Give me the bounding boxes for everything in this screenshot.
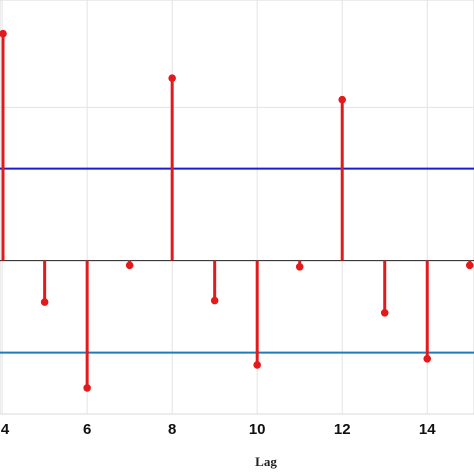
- stem-marker: [125, 261, 134, 270]
- x-tick-label: 8: [168, 421, 176, 438]
- stem-marker: [168, 74, 176, 82]
- stem-marker: [338, 95, 347, 104]
- reference-lines: [0, 167, 474, 354]
- x-tick-label: 10: [249, 421, 266, 438]
- stem-marker: [380, 309, 389, 317]
- x-tick-labels: 4 6 8 10 12 14: [1, 421, 436, 438]
- stem-marker: [83, 384, 91, 392]
- plot-area: [0, 0, 474, 415]
- stem-marker: [40, 298, 49, 306]
- x-tick-label: 6: [83, 421, 91, 438]
- stem-marker: [423, 355, 432, 363]
- stem-marker: [253, 361, 261, 369]
- x-tick-label: 12: [334, 421, 351, 438]
- x-axis-label: Lag: [255, 454, 277, 469]
- x-tick-label: 4: [1, 421, 10, 438]
- x-tick-label: 14: [419, 421, 436, 438]
- stem-marker: [0, 29, 7, 38]
- stem-marker: [465, 261, 474, 270]
- stem-marker: [295, 263, 304, 271]
- stem-series: [0, 29, 474, 392]
- stem-marker: [210, 296, 219, 305]
